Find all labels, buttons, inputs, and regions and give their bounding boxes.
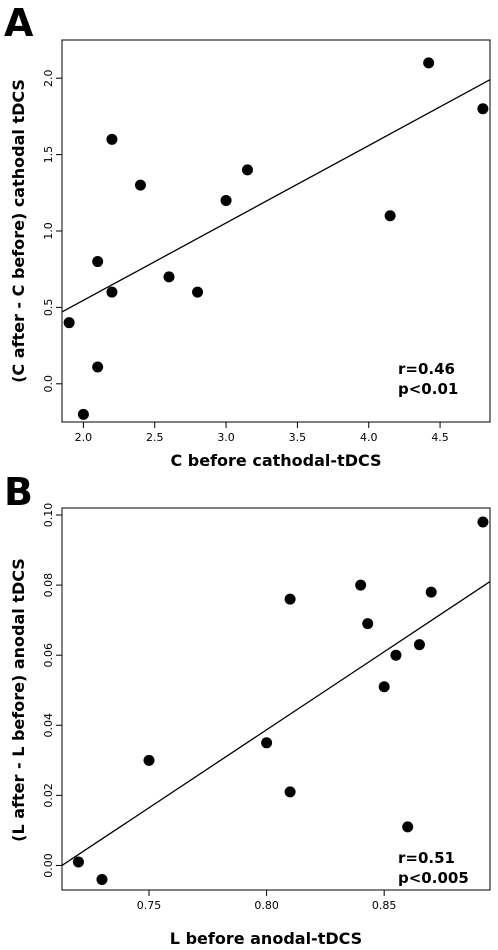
data-point bbox=[402, 821, 414, 833]
data-point bbox=[425, 586, 437, 598]
y-axis-label-b: (L after - L before) anodal tDCS bbox=[9, 558, 28, 842]
plot-frame-b bbox=[61, 507, 491, 891]
data-point bbox=[143, 754, 155, 766]
x-axis-label-a: C before cathodal-tDCS bbox=[170, 451, 381, 470]
p-value-a: p<0.01 bbox=[398, 380, 458, 398]
y-tick-label: 2.0 bbox=[42, 69, 55, 87]
fit-line-a bbox=[61, 79, 491, 313]
x-tick-label: 0.85 bbox=[372, 899, 397, 912]
data-point bbox=[423, 57, 435, 69]
points-a bbox=[63, 57, 489, 420]
r-value-b: r=0.51 bbox=[398, 849, 455, 867]
y-tick-label: 0.06 bbox=[42, 643, 55, 668]
panel-label-b: B bbox=[4, 470, 33, 514]
data-point bbox=[384, 210, 396, 222]
data-point bbox=[355, 579, 367, 591]
fit-line-b bbox=[61, 581, 491, 867]
y-tick-label: 0.08 bbox=[42, 573, 55, 598]
x-tick-label: 3.5 bbox=[289, 431, 307, 444]
data-point bbox=[106, 133, 118, 145]
data-point bbox=[477, 103, 489, 115]
x-tick-label: 2.5 bbox=[146, 431, 164, 444]
x-ticks-a: 2.0 2.5 3.0 3.5 4.0 4.5 bbox=[75, 422, 449, 444]
data-point bbox=[220, 194, 232, 206]
x-ticks-b: 0.75 0.80 0.85 bbox=[137, 890, 397, 912]
data-point bbox=[241, 164, 253, 176]
y-tick-label: 0.10 bbox=[42, 503, 55, 528]
x-tick-label: 2.0 bbox=[75, 431, 93, 444]
x-axis-label-b: L before anodal-tDCS bbox=[170, 929, 362, 948]
data-point bbox=[92, 361, 104, 373]
data-point bbox=[284, 786, 296, 798]
data-point bbox=[63, 317, 75, 329]
data-point bbox=[163, 271, 175, 283]
x-tick-label: 0.80 bbox=[254, 899, 279, 912]
data-point bbox=[477, 516, 489, 528]
y-ticks-b: 0.00 0.02 0.04 0.06 0.08 0.10 bbox=[42, 503, 62, 878]
p-value-b: p<0.005 bbox=[398, 869, 469, 887]
data-point bbox=[261, 737, 273, 749]
data-point bbox=[77, 408, 89, 420]
y-tick-label: 1.0 bbox=[42, 222, 55, 240]
data-point bbox=[96, 873, 108, 885]
x-tick-label: 4.0 bbox=[360, 431, 378, 444]
points-b bbox=[72, 516, 489, 885]
data-point bbox=[134, 179, 146, 191]
data-point bbox=[192, 286, 204, 298]
y-tick-label: 1.5 bbox=[42, 146, 55, 164]
x-tick-label: 0.75 bbox=[137, 899, 162, 912]
r-value-a: r=0.46 bbox=[398, 360, 455, 378]
data-point bbox=[362, 618, 374, 630]
data-point bbox=[106, 286, 118, 298]
y-tick-label: 0.02 bbox=[42, 783, 55, 808]
data-point bbox=[378, 681, 390, 693]
x-tick-label: 3.0 bbox=[217, 431, 235, 444]
y-tick-label: 0.04 bbox=[42, 713, 55, 738]
data-point bbox=[413, 639, 425, 651]
panel-a: A 2.0 2.5 3.0 3.5 4.0 4.5 0.0 0.5 1.0 1.5 2.0 r=0… bbox=[4, 1, 491, 470]
data-point bbox=[72, 856, 84, 868]
y-tick-label: 0.5 bbox=[42, 299, 55, 317]
x-tick-label: 4.5 bbox=[431, 431, 449, 444]
data-point bbox=[390, 649, 402, 661]
panel-b: B 0.75 0.80 0.85 0.000.020.040.060.080.10 … bbox=[4, 470, 491, 948]
y-tick-label: 0.0 bbox=[42, 375, 55, 393]
y-tick-label: 0.00 bbox=[42, 853, 55, 878]
panel-label-a: A bbox=[4, 1, 34, 45]
y-axis-label-a: (C after - C before) cathodal tDCS bbox=[9, 79, 28, 383]
data-point bbox=[92, 256, 104, 268]
data-point bbox=[284, 593, 296, 605]
y-ticks-a: 0.0 0.5 1.0 1.5 2.0 bbox=[42, 69, 62, 393]
